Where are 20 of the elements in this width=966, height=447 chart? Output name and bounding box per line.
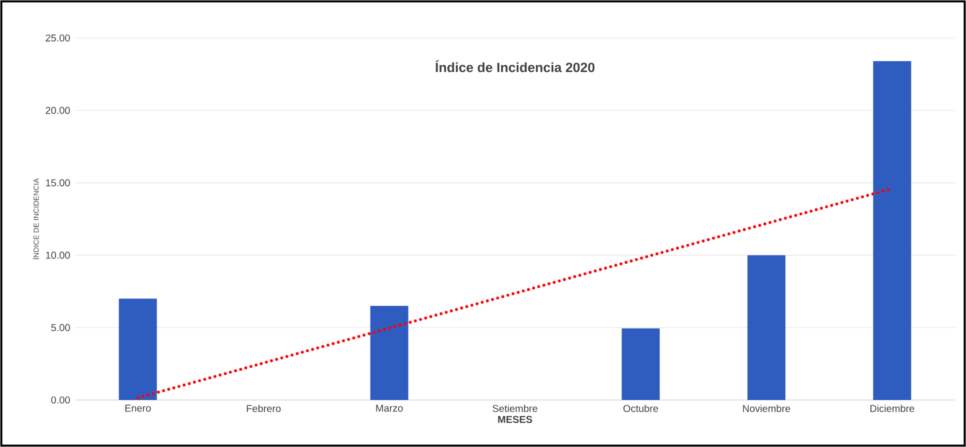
bar [747, 255, 786, 400]
x-tick-label: Febrero [246, 404, 281, 412]
x-tick-label: Octubre [623, 404, 658, 412]
bar [622, 328, 660, 400]
x-axis-title: MESES [498, 416, 532, 423]
y-tick-label: 15.00 [46, 179, 70, 186]
text: Índice de Incidencia 2020 [436, 60, 595, 72]
y-tick-label: 5.00 [51, 324, 70, 332]
x-tick-label: Noviembre [743, 404, 790, 412]
x-tick-label: Setiembre [492, 404, 538, 412]
bar [370, 306, 408, 400]
x-tick-label: Diciembre [870, 404, 914, 412]
x-tick-label: Enero [125, 404, 151, 412]
y-tick-label: 10.00 [46, 252, 70, 259]
y-tick-label: 25.00 [46, 34, 70, 42]
x-tick-label: Marzo [376, 404, 403, 412]
bar [118, 298, 157, 400]
y-tick-label: 20.00 [46, 106, 70, 114]
bar [873, 61, 912, 400]
y-tick-label: 0.00 [51, 396, 70, 404]
